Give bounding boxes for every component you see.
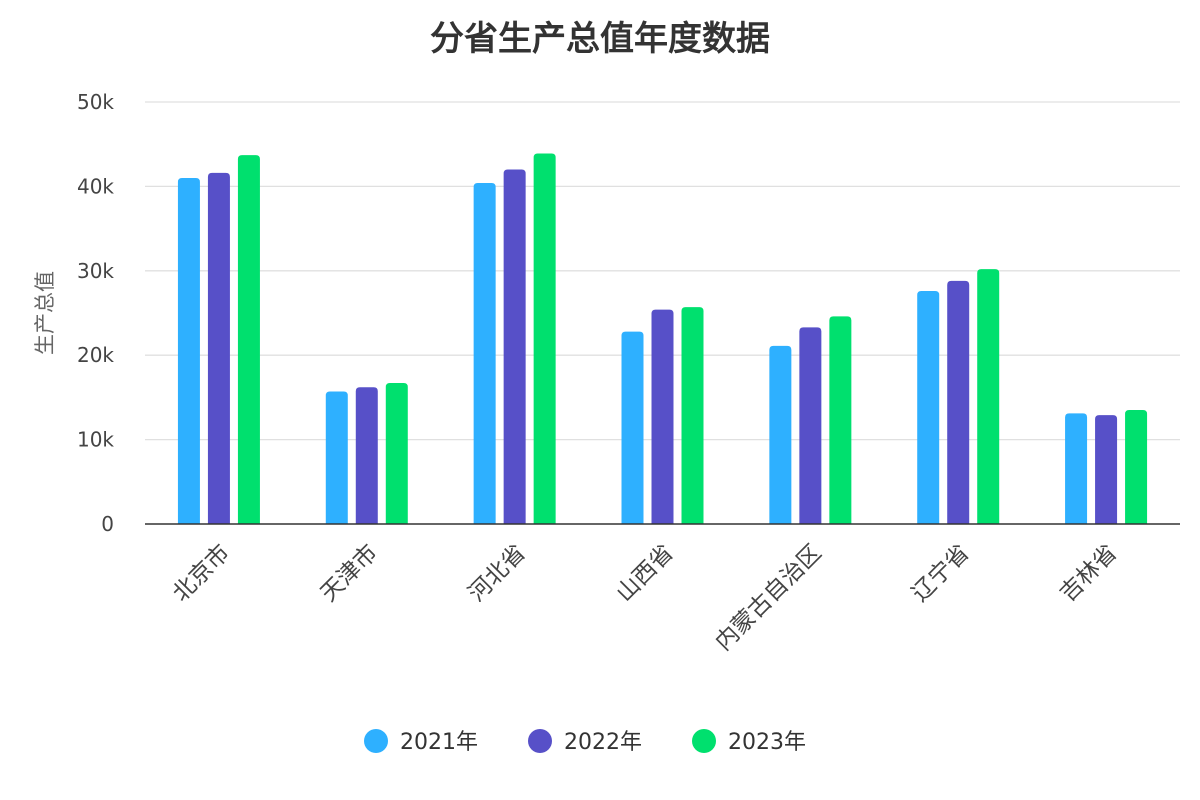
bar[interactable] — [651, 309, 674, 524]
bar[interactable] — [917, 291, 940, 524]
bars — [177, 153, 1148, 525]
legend-swatch[interactable] — [528, 729, 552, 753]
bar[interactable] — [533, 153, 556, 524]
y-axis-title: 生产总值 — [33, 271, 57, 355]
bar[interactable] — [681, 307, 704, 524]
y-tick-label: 10k — [77, 428, 114, 452]
gridlines — [145, 101, 1180, 441]
bar[interactable] — [1125, 410, 1148, 524]
x-axis-categories: 北京市 天津市 河北省 山西省 内蒙古自治区 辽宁省 吉林省 — [168, 540, 1122, 656]
bar[interactable] — [325, 391, 348, 524]
bar[interactable] — [207, 172, 230, 524]
legend-label[interactable]: 2022年 — [564, 730, 642, 755]
x-category-label: 辽宁省 — [907, 540, 974, 607]
bar[interactable] — [1095, 415, 1118, 524]
y-tick-label: 20k — [77, 343, 114, 367]
y-tick-label: 0 — [101, 512, 114, 536]
x-category-label: 山西省 — [612, 540, 679, 607]
bar[interactable] — [799, 327, 822, 524]
bar[interactable] — [1065, 413, 1088, 524]
bar[interactable] — [977, 269, 1000, 524]
bar[interactable] — [355, 387, 378, 524]
chart-title: 分省生产总值年度数据 — [430, 19, 770, 59]
bar[interactable] — [947, 280, 970, 524]
bar[interactable] — [503, 169, 526, 524]
x-category-label: 北京市 — [168, 540, 235, 607]
bar[interactable] — [769, 345, 792, 524]
legend-swatch[interactable] — [364, 729, 388, 753]
y-tick-label: 30k — [77, 259, 114, 283]
y-axis-ticks: 0 10k 20k 30k 40k 50k — [77, 90, 114, 536]
legend-label[interactable]: 2023年 — [728, 730, 806, 755]
bar[interactable] — [177, 177, 200, 524]
legend-label[interactable]: 2021年 — [400, 730, 478, 755]
x-category-label: 河北省 — [464, 540, 531, 607]
y-tick-label: 40k — [77, 174, 114, 198]
bar[interactable] — [473, 183, 496, 525]
bar[interactable] — [829, 316, 852, 524]
x-category-label: 天津市 — [316, 540, 383, 607]
y-tick-label: 50k — [77, 90, 114, 114]
legend: 2021年 2022年 2023年 — [364, 729, 806, 755]
x-category-label: 内蒙古自治区 — [711, 540, 827, 656]
bar[interactable] — [621, 331, 644, 524]
x-category-label: 吉林省 — [1055, 540, 1122, 607]
legend-swatch[interactable] — [692, 729, 716, 753]
bar[interactable] — [237, 155, 260, 524]
bar[interactable] — [385, 383, 408, 524]
